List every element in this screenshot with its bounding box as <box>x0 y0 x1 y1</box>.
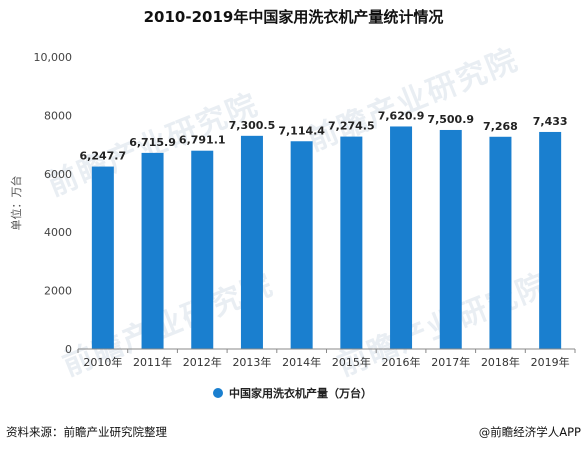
data-label: 7,268 <box>483 120 518 133</box>
data-label: 7,500.9 <box>427 113 474 126</box>
bar <box>489 136 512 349</box>
y-axis-title: 单位：万台 <box>9 176 23 231</box>
x-tick-label: 2015年 <box>332 355 371 369</box>
data-label: 6,791.1 <box>179 134 226 147</box>
legend-label: 中国家用洗衣机产量（万台） <box>229 386 372 400</box>
data-label: 7,114.4 <box>278 124 325 137</box>
y-tick-label: 0 <box>65 343 72 356</box>
legend-marker <box>213 388 223 398</box>
y-tick-label: 10,000 <box>34 51 73 64</box>
y-tick-label: 4000 <box>44 226 72 239</box>
chart-title: 2010-2019年中国家用洗衣机产量统计情况 <box>143 8 444 26</box>
data-label: 7,274.5 <box>328 120 375 133</box>
y-tick-label: 2000 <box>44 285 72 298</box>
x-tick-label: 2017年 <box>431 355 470 369</box>
bar <box>141 152 164 349</box>
x-tick-label: 2010年 <box>83 355 122 369</box>
x-tick-label: 2011年 <box>133 355 172 369</box>
x-tick-label: 2019年 <box>531 355 570 369</box>
data-label: 7,620.9 <box>378 109 425 122</box>
data-label: 7,300.5 <box>229 119 276 132</box>
source-note: 资料来源：前瞻产业研究院整理 <box>6 425 167 439</box>
x-tick-label: 2016年 <box>382 355 421 369</box>
bar <box>91 166 114 349</box>
x-tick-label: 2018年 <box>481 355 520 369</box>
data-label: 7,433 <box>533 115 568 128</box>
bar <box>390 126 413 349</box>
y-tick-label: 6000 <box>44 168 72 181</box>
data-label: 6,247.7 <box>80 150 127 163</box>
credit-note: @前瞻经济学人APP <box>478 425 581 439</box>
y-tick-label: 8000 <box>44 109 72 122</box>
x-tick-label: 2013年 <box>232 355 271 369</box>
bar <box>340 136 363 349</box>
bar <box>240 135 263 349</box>
bar <box>290 141 313 349</box>
bar <box>439 129 462 349</box>
bar <box>539 131 562 349</box>
data-label: 6,715.9 <box>129 136 176 149</box>
bar <box>191 150 214 349</box>
x-tick-label: 2012年 <box>183 355 222 369</box>
x-tick-label: 2014年 <box>282 355 321 369</box>
